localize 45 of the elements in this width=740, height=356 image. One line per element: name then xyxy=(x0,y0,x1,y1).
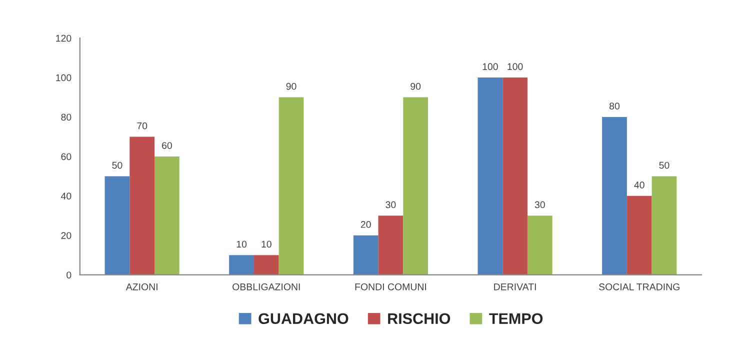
bar xyxy=(478,78,503,275)
bar xyxy=(154,156,180,275)
legend-label: RISCHIO xyxy=(388,313,450,324)
data-label: 30 xyxy=(386,201,396,208)
data-label: 60 xyxy=(162,142,172,149)
data-label: 40 xyxy=(634,182,644,188)
data-label: 20 xyxy=(360,221,371,228)
x-tick-label: AZIONI xyxy=(126,283,158,290)
y-tick-label: 120 xyxy=(56,34,72,42)
x-tick-label: OBBLIGAZIONI xyxy=(232,283,300,290)
y-tick-label: 100 xyxy=(56,74,72,82)
y-tick-label: 80 xyxy=(61,114,72,121)
data-label: 50 xyxy=(112,162,122,169)
bar xyxy=(527,216,552,275)
bar xyxy=(626,196,652,275)
y-tick-label: 60 xyxy=(61,153,72,160)
bar xyxy=(378,216,404,275)
legend-label: TEMPO xyxy=(489,313,543,324)
x-tick-label: FONDI COMUNI xyxy=(355,283,426,290)
data-label: 10 xyxy=(262,240,272,248)
bar xyxy=(652,176,677,275)
data-label: 70 xyxy=(137,122,148,130)
bar xyxy=(254,255,279,275)
bar xyxy=(353,235,378,275)
data-label: 30 xyxy=(534,201,545,208)
bar xyxy=(403,97,428,275)
bar xyxy=(104,176,130,275)
bar xyxy=(602,117,627,275)
x-tick-label: DERIVATI xyxy=(494,284,536,290)
bar xyxy=(229,255,254,275)
data-label: 90 xyxy=(286,82,296,90)
data-label: 10 xyxy=(236,240,247,248)
bar xyxy=(130,136,155,275)
data-label: 50 xyxy=(659,162,670,169)
bar xyxy=(278,97,304,275)
x-tick-label: SOCIAL TRADING xyxy=(599,283,680,290)
y-tick-label: 40 xyxy=(60,192,72,200)
data-label: 100 xyxy=(508,63,523,70)
data-label: 80 xyxy=(610,102,620,110)
legend-label: GUADAGNO xyxy=(258,313,348,324)
data-label: 90 xyxy=(410,82,421,90)
bar xyxy=(502,78,528,275)
y-tick-label: 0 xyxy=(66,272,72,278)
y-tick-label: 20 xyxy=(61,232,72,239)
data-label: 100 xyxy=(482,63,498,70)
